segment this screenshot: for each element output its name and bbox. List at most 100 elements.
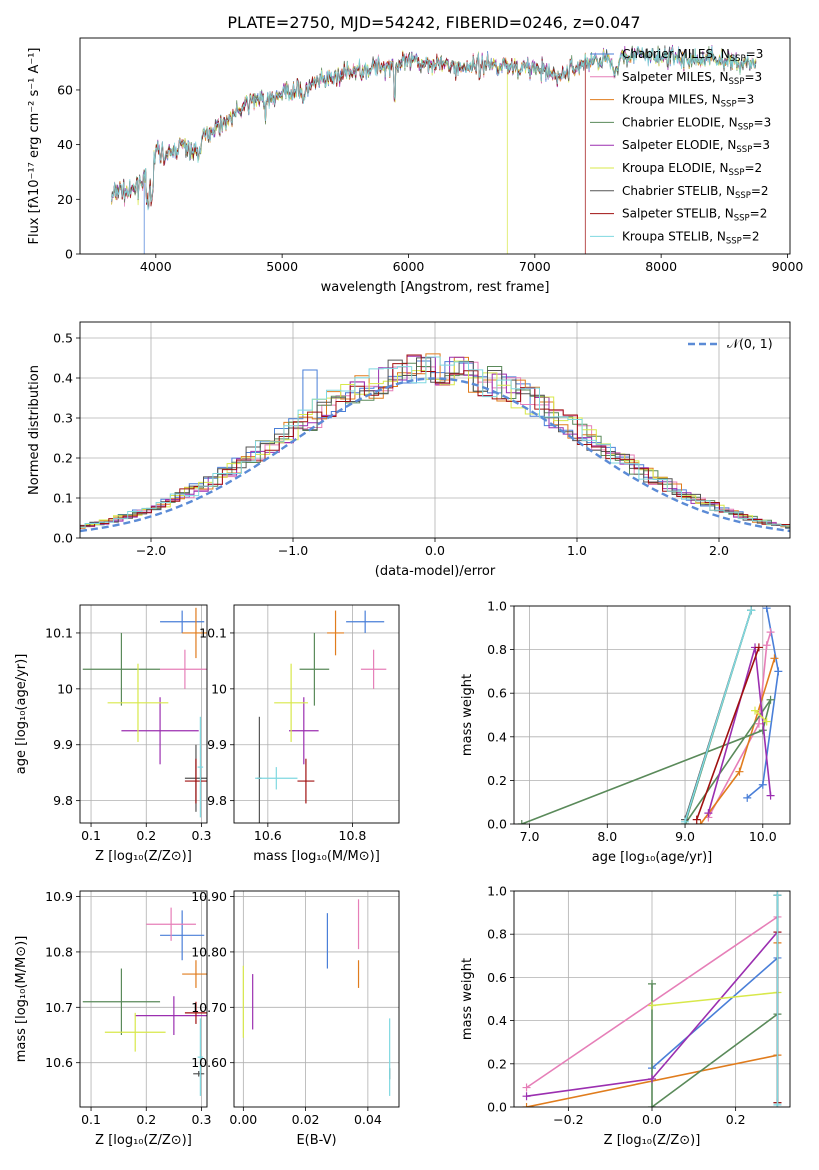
- histogram-series: [80, 356, 790, 528]
- plus-marker: [735, 767, 744, 776]
- y-tick-label: 9.9: [53, 737, 73, 752]
- errorbar-point: [135, 996, 207, 1035]
- errorbar-point: [274, 663, 309, 742]
- y-tick-label: 0.2: [487, 1056, 507, 1071]
- histogram-series: [80, 357, 790, 529]
- plus-marker: [773, 1100, 782, 1107]
- plus-marker: [522, 1083, 531, 1092]
- x-tick-label: 9.0: [675, 829, 695, 844]
- y-tick-label: 10.90: [191, 889, 227, 904]
- errorbar-point: [193, 1071, 205, 1077]
- y-tick-label: 9.9: [207, 737, 227, 752]
- plot-area: [522, 891, 782, 1107]
- histogram-series: [80, 360, 790, 529]
- x-tick-label: 0.04: [354, 1112, 382, 1127]
- plot-area: [242, 899, 391, 1096]
- legend-label: Chabrier ELODIE, NSSP=3: [622, 115, 771, 132]
- y-axis-label: mass weight: [460, 958, 475, 1040]
- y-tick-label: 0.6: [487, 970, 507, 985]
- plus-marker: [770, 654, 779, 663]
- plus-marker: [648, 1001, 656, 1010]
- plot-area: [111, 44, 757, 254]
- plus-marker: [522, 1103, 531, 1107]
- legend-label: Salpeter ELODIE, NSSP=3: [622, 138, 770, 155]
- axes-frame: [513, 605, 791, 825]
- plot-area: [517, 606, 783, 824]
- y-tick-label: 10.7: [45, 1000, 73, 1015]
- legend-label: Chabrier MILES, NSSP=3: [622, 47, 763, 64]
- y-tick-label: 40: [57, 137, 73, 152]
- plus-marker: [692, 815, 701, 824]
- x-tick-label: −0.2: [553, 1112, 583, 1127]
- legend-label: Salpeter STELIB, NSSP=2: [622, 207, 767, 224]
- y-tick-label: 10.1: [45, 625, 73, 640]
- x-tick-label: 0.3: [192, 1112, 212, 1127]
- y-axis-label: Flux [fλ10⁻¹⁷ erg cm⁻² s⁻¹ A⁻¹]: [27, 48, 42, 245]
- mass-weight-series: [754, 710, 768, 723]
- mass-weight-series: [651, 991, 778, 1007]
- x-tick-label: 8000: [645, 259, 677, 274]
- errorbar-point: [82, 632, 161, 706]
- plus-marker: [774, 667, 783, 676]
- plus-marker: [754, 643, 763, 652]
- x-tick-label: 10.6: [254, 828, 282, 843]
- y-tick-label: 9.8: [53, 793, 73, 808]
- panel-mass-vs-z: 0.1 0.2 0.3 10.6 10.7 10.8 10.9 Z [log₁₀(Z/Z⊙)]…: [14, 889, 212, 1148]
- x-axis-label: wavelength [Angstrom, rest frame]: [321, 280, 550, 295]
- x-tick-label: 5000: [266, 259, 298, 274]
- errorbar-point: [197, 1018, 204, 1096]
- spectrum-legend: Chabrier MILES, NSSP=3 Salpeter MILES, NS…: [590, 47, 771, 246]
- y-axis-label: mass weight: [460, 674, 475, 756]
- mass-weight-series: [684, 610, 752, 823]
- legend-label: Kroupa STELIB, NSSP=2: [622, 229, 760, 246]
- plus-marker: [766, 695, 775, 704]
- errorbar-point: [107, 663, 169, 742]
- mass-weight-series: [746, 608, 780, 799]
- mass-weight-series: [695, 647, 760, 820]
- plus-marker: [766, 791, 775, 800]
- y-tick-label: 10: [211, 681, 227, 696]
- axes-frame: [513, 890, 791, 1108]
- x-tick-label: 4000: [140, 259, 172, 274]
- y-tick-label: 10.70: [191, 1000, 227, 1015]
- figure-title: PLATE=2750, MJD=54242, FIBERID=0246, z=0…: [227, 13, 640, 32]
- errorbar-point: [360, 649, 387, 689]
- y-tick-label: 0.6: [487, 686, 507, 701]
- y-tick-label: 0.0: [53, 531, 73, 546]
- plus-marker: [648, 1103, 656, 1107]
- x-axis-label: Z [log₁₀(Z/Z⊙)]: [604, 1133, 701, 1148]
- panel-mass-weight-age: 7.0 8.0 9.0 10.0 0.0 0.2 0.4 0.6 0.8 1.0 age [log₁…: [460, 599, 791, 865]
- errorbar-point: [184, 758, 207, 804]
- plus-marker: [762, 641, 771, 650]
- y-tick-label: 0.1: [53, 491, 73, 506]
- x-tick-label: 0.3: [192, 828, 212, 843]
- y-tick-label: 1.0: [487, 599, 507, 614]
- errorbar-point: [182, 607, 207, 659]
- y-tick-label: 10: [57, 681, 73, 696]
- plus-marker: [743, 793, 752, 802]
- y-tick-label: 0.4: [487, 1013, 507, 1028]
- errorbar-point: [82, 968, 161, 1035]
- legend-label: Kroupa MILES, NSSP=3: [622, 93, 754, 110]
- mass-weight-series: [651, 895, 779, 1069]
- errorbar-point: [289, 697, 319, 765]
- plus-marker: [648, 979, 656, 988]
- x-tick-label: 0.2: [136, 1112, 156, 1127]
- y-axis-label: mass [log₁₀(M/M⊙)]: [14, 936, 29, 1063]
- y-tick-label: 0.0: [487, 1100, 507, 1115]
- panel-mass-vs-ebv: 0.00 0.02 0.04 10.60 10.70 10.80 10.90 E(B-V): [191, 889, 400, 1148]
- errorbar-point: [255, 767, 298, 790]
- plus-marker: [758, 780, 767, 789]
- errorbar-point: [121, 697, 199, 765]
- plus-marker: [751, 706, 760, 715]
- x-tick-label: 2.0: [709, 543, 729, 558]
- plus-marker: [648, 1074, 656, 1083]
- legend-label: Salpeter MILES, NSSP=3: [622, 70, 762, 87]
- x-axis-label: mass [log₁₀(M/M⊙)]: [253, 849, 380, 864]
- errorbar-point: [160, 610, 205, 633]
- x-tick-label: −2.0: [136, 543, 166, 558]
- panel-spectrum: 4000 5000 6000 7000 8000 9000 0 20 40 60 wavelengt…: [27, 37, 803, 295]
- x-tick-label: 0.2: [726, 1112, 746, 1127]
- x-tick-label: −1.0: [278, 543, 308, 558]
- normal-reference-curve: [80, 377, 790, 533]
